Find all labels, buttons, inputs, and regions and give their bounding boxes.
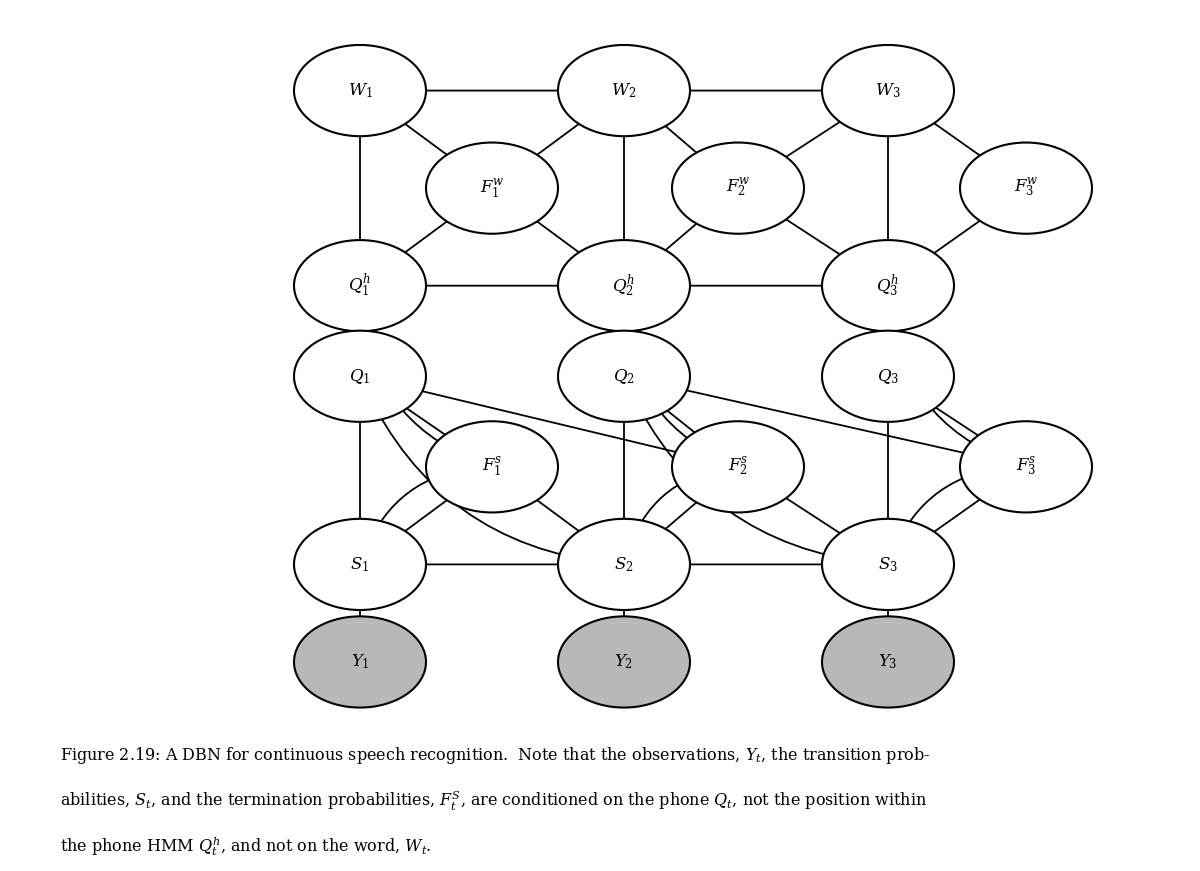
Text: $Y_2$: $Y_2$	[614, 652, 634, 672]
Text: $Q_2^h$: $Q_2^h$	[612, 273, 636, 299]
Ellipse shape	[558, 331, 690, 422]
Ellipse shape	[294, 240, 426, 331]
Text: $F_2^s$: $F_2^s$	[727, 456, 749, 478]
Ellipse shape	[558, 617, 690, 707]
Text: $S_2$: $S_2$	[614, 555, 634, 574]
Text: $F_2^w$: $F_2^w$	[726, 177, 750, 199]
Ellipse shape	[960, 143, 1092, 233]
Ellipse shape	[822, 519, 954, 610]
Text: Figure 2.19: A DBN for continuous speech recognition.  Note that the observation: Figure 2.19: A DBN for continuous speech…	[60, 746, 930, 766]
Ellipse shape	[294, 331, 426, 422]
Ellipse shape	[822, 331, 954, 422]
Text: $W_1$: $W_1$	[348, 81, 372, 100]
Text: $F_3^w$: $F_3^w$	[1014, 177, 1038, 199]
Text: $Q_2$: $Q_2$	[613, 367, 635, 386]
Ellipse shape	[558, 240, 690, 331]
Ellipse shape	[294, 617, 426, 707]
Ellipse shape	[672, 422, 804, 512]
Text: $F_1^w$: $F_1^w$	[480, 177, 504, 199]
Text: $Y_3$: $Y_3$	[878, 652, 898, 672]
Ellipse shape	[426, 422, 558, 512]
Ellipse shape	[672, 143, 804, 233]
Ellipse shape	[294, 45, 426, 136]
Ellipse shape	[822, 45, 954, 136]
Text: $F_1^s$: $F_1^s$	[481, 456, 503, 478]
Text: $F_3^s$: $F_3^s$	[1015, 456, 1037, 478]
Text: $S_3$: $S_3$	[878, 555, 898, 574]
Text: $Q_3^h$: $Q_3^h$	[876, 273, 900, 299]
Text: $W_3$: $W_3$	[875, 81, 901, 100]
Text: $Q_1^h$: $Q_1^h$	[348, 273, 372, 299]
Ellipse shape	[426, 143, 558, 233]
Text: $W_2$: $W_2$	[611, 81, 637, 100]
Ellipse shape	[558, 519, 690, 610]
Ellipse shape	[558, 45, 690, 136]
Text: $S_1$: $S_1$	[350, 555, 370, 574]
Ellipse shape	[822, 240, 954, 331]
Text: the phone HMM $Q_t^h$, and not on the word, $W_t$.: the phone HMM $Q_t^h$, and not on the wo…	[60, 834, 432, 858]
Ellipse shape	[960, 422, 1092, 512]
Text: $Q_3$: $Q_3$	[877, 367, 899, 386]
Ellipse shape	[294, 519, 426, 610]
Text: $Y_1$: $Y_1$	[350, 652, 370, 672]
Text: abilities, $S_t$, and the termination probabilities, $F_t^S$, are conditioned on: abilities, $S_t$, and the termination pr…	[60, 789, 928, 813]
Ellipse shape	[822, 617, 954, 707]
Text: $Q_1$: $Q_1$	[349, 367, 371, 386]
